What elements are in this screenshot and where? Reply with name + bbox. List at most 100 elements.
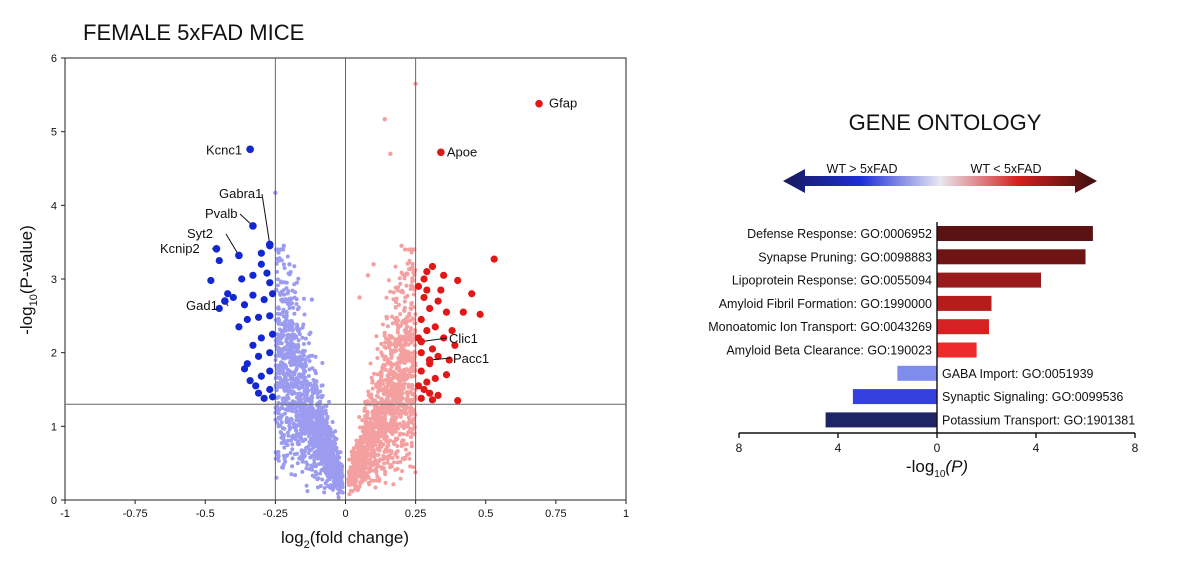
down-ns-point xyxy=(315,477,320,482)
volcano-threshold-lines xyxy=(65,58,626,500)
up-ns-point xyxy=(368,464,373,469)
down-ns-point xyxy=(283,347,288,352)
down-ns-point xyxy=(281,435,286,440)
gene-label-gad1: Gad1 xyxy=(186,298,218,313)
up-sig-point xyxy=(426,389,434,397)
up-ns-point xyxy=(376,405,381,410)
down-ns-point xyxy=(335,459,340,463)
volcano-gene-labels: Gfap Apoe Clic1 Pacc1 Kcnc1 Gabra1 Pvalb Syt2Kc… xyxy=(160,96,577,366)
down-ns-point xyxy=(322,490,327,495)
up-ns-point xyxy=(368,457,372,462)
down-ns-point xyxy=(283,459,288,464)
up-ns-point xyxy=(372,462,377,467)
go-bar xyxy=(825,412,937,428)
up-ns-point xyxy=(406,415,411,420)
down-ns-point xyxy=(302,396,307,401)
down-ns-point xyxy=(302,380,307,385)
up-ns-point xyxy=(371,413,376,418)
x-tick-label: 0.25 xyxy=(405,508,426,520)
down-ns-point xyxy=(293,428,298,433)
down-ns-point xyxy=(334,474,339,479)
down-ns-point xyxy=(290,456,295,461)
up-ns-point xyxy=(404,336,409,341)
y-tick-label: 3 xyxy=(51,274,57,286)
go-x-axis: 8 4 0 4 8 xyxy=(736,222,1139,455)
up-sig-point xyxy=(417,315,425,324)
up-sig-point xyxy=(431,323,439,331)
x-tick-label: -0.25 xyxy=(263,508,288,520)
up-ns-point xyxy=(362,433,367,438)
up-ns-point xyxy=(368,424,373,429)
down-ns-point xyxy=(330,430,335,435)
down-ns-point xyxy=(327,436,332,441)
up-ns-point xyxy=(357,480,362,485)
up-ns-point xyxy=(398,323,403,328)
down-ns-point xyxy=(292,282,297,287)
down-ns-point xyxy=(303,414,308,419)
down-ns-point xyxy=(276,306,281,311)
down-ns-point xyxy=(300,325,305,330)
down-ns-point xyxy=(318,471,323,476)
up-ns-point xyxy=(350,489,355,494)
down-ns-point xyxy=(309,438,314,443)
down-ns-point xyxy=(336,491,340,496)
up-ns-point xyxy=(402,381,407,386)
up-ns-point xyxy=(382,436,387,441)
down-sig-point xyxy=(266,385,274,394)
up-sig-point xyxy=(454,276,462,285)
down-ns-point xyxy=(304,466,309,471)
gene-label-gfap: Gfap xyxy=(549,96,577,111)
down-ns-point xyxy=(307,421,312,426)
up-ns-point xyxy=(347,473,352,478)
up-ns-point xyxy=(357,466,362,470)
y-tick-label: 0 xyxy=(51,495,57,507)
up-ns-point xyxy=(411,465,416,470)
up-ns-point xyxy=(383,469,388,474)
down-sig-point xyxy=(254,352,263,360)
down-ns-point xyxy=(322,486,327,490)
down-ns-point xyxy=(316,433,321,438)
up-ns-point xyxy=(403,305,407,310)
go-category-label: Synaptic Signaling: GO:0099536 xyxy=(942,390,1123,404)
up-sig-point xyxy=(414,282,423,290)
up-ns-point xyxy=(380,322,385,327)
down-ns-point xyxy=(304,388,309,393)
go-bar-chart: Defense Response: GO:0006952 Synapse Prun… xyxy=(708,222,1139,455)
up-sig-point xyxy=(442,371,451,379)
up-ns-point xyxy=(374,334,379,339)
down-ns-point xyxy=(294,302,299,306)
volcano-title: FEMALE 5xFAD MICE xyxy=(83,20,304,45)
down-ns-point xyxy=(290,434,294,439)
down-ns-point xyxy=(319,417,324,422)
down-ns-point xyxy=(320,434,325,439)
up-ns-point xyxy=(371,450,376,455)
down-ns-point xyxy=(301,352,306,356)
up-ns-point xyxy=(398,376,402,381)
up-ns-point xyxy=(369,460,373,465)
down-ns-point xyxy=(295,377,300,382)
up-ns-point xyxy=(379,371,384,376)
up-ns-point xyxy=(394,415,399,420)
down-ns-point xyxy=(290,447,295,452)
up-sig-point xyxy=(431,374,439,383)
up-ns-point xyxy=(385,324,390,329)
down-ns-point xyxy=(328,474,333,479)
up-ns-point xyxy=(410,382,414,387)
up-ns-point xyxy=(400,469,405,474)
up-ns-point xyxy=(410,339,415,344)
down-ns-point xyxy=(282,352,287,357)
down-ns-point xyxy=(290,464,295,469)
volcano-y-title-pre: -log xyxy=(17,306,36,334)
go-x-axis-title: -log10(P) xyxy=(906,457,968,480)
go-x-title-sub: 10 xyxy=(934,469,946,480)
down-ns-point xyxy=(306,451,311,455)
down-ns-point xyxy=(279,258,284,263)
up-ns-point xyxy=(375,412,380,417)
up-sig-point xyxy=(414,382,423,390)
up-ns-point xyxy=(409,307,414,311)
up-ns-point xyxy=(411,292,416,297)
x-tick-label: -0.5 xyxy=(196,508,215,520)
down-ns-point xyxy=(300,373,305,378)
up-ns-point xyxy=(411,407,415,412)
